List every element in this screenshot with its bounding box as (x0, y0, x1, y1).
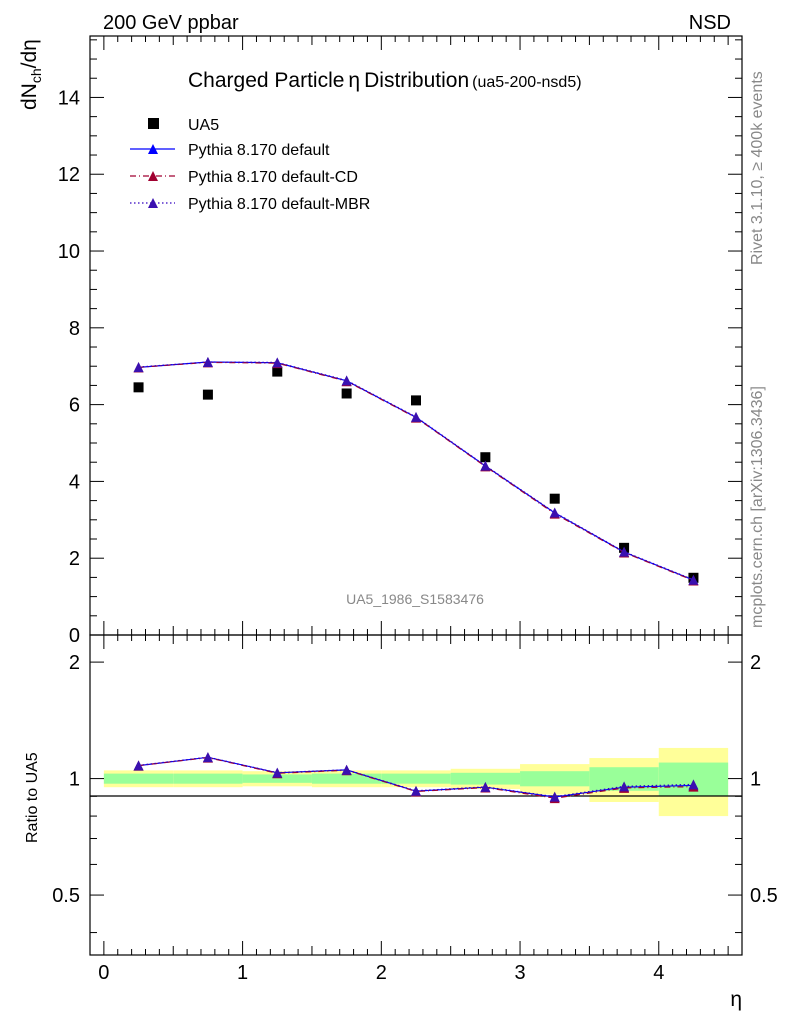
main-marker-dotted (480, 460, 491, 471)
legend-cd-marker (148, 171, 158, 181)
main-y-tick-label: 2 (69, 548, 80, 570)
main-y-tick-label: 4 (69, 471, 80, 493)
ratio-marker-dotted (619, 781, 630, 792)
rivet-version-label: Rivet 3.1.10, ≥ 400k events (749, 71, 766, 265)
legend-mbr-marker (148, 198, 158, 208)
ratio-marker-dotted (688, 779, 699, 790)
legend-ua5-marker (148, 118, 159, 129)
header-right: NSD (689, 12, 731, 34)
ratio-y-tick-label-right: 0.5 (750, 885, 778, 907)
band-inner-bin (311, 773, 382, 784)
x-tick-label: 4 (653, 962, 664, 984)
legend-default-marker (148, 144, 158, 154)
ratio-y-tick-label: 2 (69, 652, 80, 674)
ratio-y-tick-label: 0.5 (52, 885, 80, 907)
band-inner-bin (520, 771, 590, 787)
main-y-tick-label: 14 (58, 87, 80, 109)
main-y-tick-label: 8 (69, 318, 80, 340)
main-y-axis-label: dNch/dη (18, 39, 44, 110)
band-inner-bin (589, 767, 659, 791)
ratio-marker-dotted (549, 791, 560, 802)
legend-cd-label: Pythia 8.170 default-CD (188, 169, 358, 186)
main-marker-dotted (272, 357, 283, 368)
main-marker-dotted (549, 507, 560, 518)
axis-ticks (90, 36, 743, 955)
x-tick-label: 3 (514, 962, 525, 984)
x-tick-label: 0 (98, 962, 109, 984)
chart-title: Charged Particle η Distribution (ua5-200-ns… (188, 69, 582, 92)
legend-default-label: Pythia 8.170 default (188, 142, 330, 159)
legend-mbr-label: Pythia 8.170 default-MBR (188, 196, 370, 213)
main-data-point-ua5 (549, 493, 560, 504)
main-y-tick-label: 6 (69, 395, 80, 417)
ratio-y-tick-label-right: 1 (750, 769, 761, 791)
main-marker-dotted (202, 356, 213, 367)
main-y-tick-label: 12 (58, 164, 80, 186)
main-y-tick-label: 10 (58, 241, 80, 263)
main-data-point-ua5 (341, 388, 352, 399)
ratio-marker-dotted (133, 760, 144, 771)
ratio-marker-dotted (480, 781, 491, 792)
main-marker-dotted (688, 574, 699, 585)
main-marker-dotted (341, 375, 352, 386)
main-marker-dotted (133, 361, 144, 372)
header-left: 200 GeV ppbar (103, 12, 239, 34)
ratio-series (133, 752, 699, 804)
ratio-marker-dotted (341, 764, 352, 775)
x-tick-label: 2 (376, 962, 387, 984)
main-data-point-ua5 (133, 382, 144, 393)
main-y-tick-label: 0 (69, 625, 80, 647)
main-data-point-ua5 (480, 452, 491, 463)
legend-ua5-label: UA5 (188, 117, 219, 134)
main-line-dotted (138, 361, 694, 581)
ratio-y-tick-label-right: 2 (750, 652, 761, 674)
main-line-solid (138, 361, 694, 581)
ratio-marker-dotted (272, 767, 283, 778)
main-marker-dotted (619, 546, 630, 557)
ratio-line-dotted (138, 756, 694, 798)
main-data-point-ua5 (411, 395, 421, 406)
ratio-y-tick-label: 1 (69, 769, 80, 791)
analysis-watermark: UA5_1986_S1583476 (346, 591, 484, 607)
main-series (133, 356, 699, 586)
x-tick-label: 1 (237, 962, 248, 984)
main-marker-dotted (411, 411, 421, 422)
x-axis-label: η (730, 988, 742, 1011)
ratio-marker-dotted (202, 752, 213, 763)
legend: UA5 Pythia 8.170 default Pythia 8.170 de… (130, 117, 370, 213)
mcplots-credit-label: mcplots.cern.ch [arXiv:1306.3436] (749, 386, 766, 628)
ratio-marker-dotted (411, 785, 421, 796)
ratio-y-axis-label: Ratio to UA5 (24, 752, 41, 843)
ratio-plot-frame (89, 634, 743, 956)
band-inner-bin (103, 773, 174, 784)
main-data-point-ua5 (272, 366, 283, 377)
main-data-point-ua5 (202, 389, 213, 400)
band-inner-bin (381, 773, 451, 784)
band-inner-bin (173, 773, 243, 784)
band-inner-bin (450, 772, 521, 785)
main-line-dashdot (138, 361, 694, 582)
band-inner-bin (242, 774, 312, 783)
